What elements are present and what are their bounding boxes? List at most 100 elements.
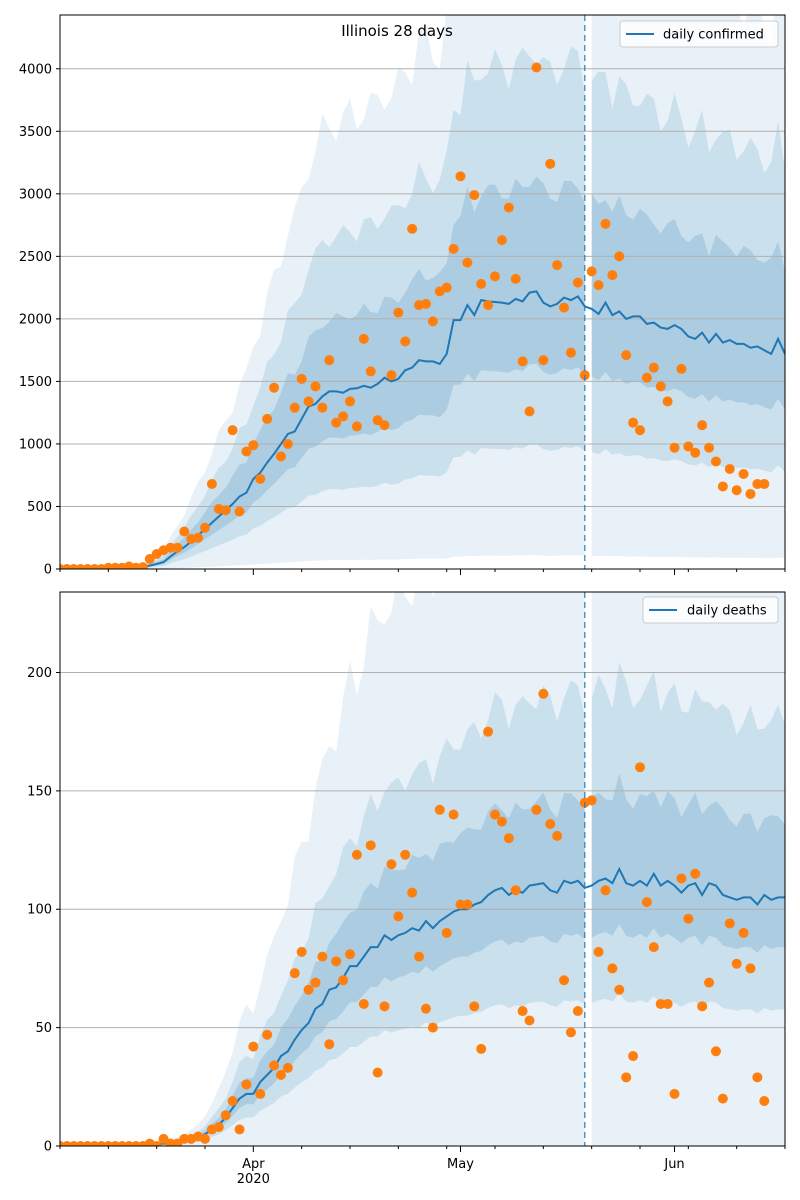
confirmed-point xyxy=(200,522,210,533)
deaths-point xyxy=(704,977,715,988)
deaths-point xyxy=(241,1079,252,1090)
deaths-point xyxy=(324,1039,335,1050)
deaths-point xyxy=(759,1096,770,1107)
confirmed-point xyxy=(144,553,155,564)
deaths-point xyxy=(200,1133,210,1144)
deaths-point xyxy=(676,873,687,884)
deaths-point xyxy=(310,977,321,988)
confirmed-point xyxy=(400,336,411,347)
confirmed-point xyxy=(420,298,431,309)
confirmed-point xyxy=(365,366,376,377)
confirmed-point xyxy=(427,316,438,327)
deaths-point xyxy=(565,1027,576,1038)
deaths-point xyxy=(427,1022,438,1033)
deaths-point xyxy=(269,1060,280,1071)
deaths-point xyxy=(386,859,397,870)
confirmed-point xyxy=(206,478,217,489)
confirmed-point xyxy=(496,235,507,246)
deaths-point xyxy=(510,885,521,896)
deaths-point xyxy=(296,946,307,957)
deaths-axes-frame xyxy=(59,591,786,1147)
deaths-point xyxy=(434,804,445,815)
deaths-point xyxy=(593,946,604,957)
confirmed-point xyxy=(296,373,307,384)
deaths-band-0-seg-0 xyxy=(60,592,585,1146)
deaths-point xyxy=(717,1093,728,1104)
confirmed-point xyxy=(517,356,528,367)
deaths-point xyxy=(393,911,404,922)
xtick-label: Apr xyxy=(242,1157,265,1172)
confirmed-point xyxy=(683,441,694,452)
confirmed-point xyxy=(303,396,314,407)
confirmed-point xyxy=(372,415,383,426)
confirmed-point xyxy=(407,223,418,234)
deaths-point xyxy=(600,885,611,896)
deaths-point xyxy=(641,897,652,908)
deaths-point xyxy=(441,927,452,938)
deaths-point xyxy=(621,1072,632,1083)
deaths-point xyxy=(365,840,376,851)
confirmed-point xyxy=(165,542,176,553)
confirmed-point xyxy=(317,402,328,413)
confirmed-point xyxy=(255,473,266,484)
confirmed-ytick-label: 1000 xyxy=(19,437,52,452)
confirmed-point xyxy=(669,442,680,453)
confirmed-point xyxy=(137,562,148,569)
deaths-legend: daily deaths xyxy=(642,596,779,624)
confirmed-point xyxy=(710,456,721,467)
confirmed-band-2-seg-0 xyxy=(60,176,585,569)
confirmed-point xyxy=(531,62,542,73)
deaths-point xyxy=(351,849,362,860)
deaths-ytick-label: 0 xyxy=(44,1140,52,1155)
confirmed-ytick-label: 1500 xyxy=(19,375,52,390)
confirmed-point xyxy=(538,355,549,366)
deaths-band-2-seg-0 xyxy=(60,792,585,1146)
deaths-point xyxy=(262,1029,273,1040)
deaths-point xyxy=(572,1006,583,1017)
confirmed-point xyxy=(607,270,618,281)
deaths-point xyxy=(234,1124,245,1135)
deaths-gridlines xyxy=(60,671,785,1147)
confirmed-point xyxy=(441,282,452,293)
confirmed-point xyxy=(704,442,715,453)
confirmed-point xyxy=(676,363,687,374)
xtick-label: Jun xyxy=(663,1157,684,1172)
deaths-point xyxy=(683,913,694,924)
xtick-year-label: 2020 xyxy=(237,1172,270,1187)
confirmed-point xyxy=(241,446,252,457)
deaths-point xyxy=(710,1046,721,1057)
deaths-point xyxy=(220,1110,231,1121)
confirmed-point xyxy=(172,542,183,553)
confirmed-point xyxy=(628,417,639,428)
confirmed-legend-box xyxy=(619,20,779,48)
confirmed-point xyxy=(455,171,466,182)
deaths-point xyxy=(338,975,349,986)
confirmed-point xyxy=(752,478,763,489)
confirmed-ytick-label: 0 xyxy=(44,563,52,578)
deaths-point xyxy=(303,984,314,995)
confirmed-point xyxy=(545,158,556,169)
confirmed-point xyxy=(641,372,652,383)
deaths-point xyxy=(213,1122,224,1133)
confirmed-ytick-label: 2500 xyxy=(19,250,52,265)
confirmed-ytick-label: 3000 xyxy=(19,187,52,202)
deaths-point xyxy=(275,1069,286,1080)
deaths-point xyxy=(400,849,411,860)
deaths-point xyxy=(483,726,494,737)
deaths-ytick-label: 50 xyxy=(35,1021,52,1036)
deaths-point xyxy=(655,998,666,1009)
confirmed-panel: 0 500 1000 1500 2000 2500 3000 3500 4000 Illinoi… xyxy=(19,14,786,578)
deaths-point xyxy=(697,1001,708,1012)
deaths-band-0-seg-1 xyxy=(591,592,785,1146)
deaths-point xyxy=(648,942,659,953)
confirmed-point xyxy=(655,381,666,392)
deaths-point xyxy=(552,830,563,841)
deaths-point xyxy=(559,975,570,986)
confirmed-point xyxy=(697,420,708,431)
confirmed-band-1-seg-1 xyxy=(591,71,785,473)
deaths-point xyxy=(255,1088,266,1099)
confirmed-point xyxy=(310,381,321,392)
xtick-label: May xyxy=(447,1157,474,1172)
